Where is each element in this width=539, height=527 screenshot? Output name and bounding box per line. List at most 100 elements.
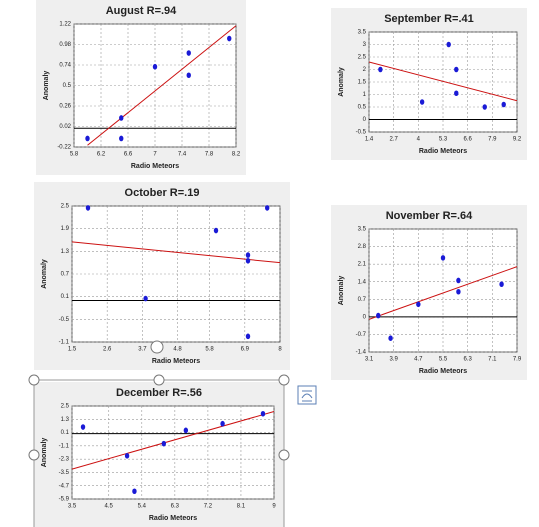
x-axis-label: Radio Meteors — [149, 515, 197, 522]
y-tick-label: 0.1 — [61, 294, 70, 300]
data-point — [245, 257, 251, 264]
data-point — [416, 301, 421, 308]
data-point — [143, 295, 148, 302]
y-tick-label: 2.5 — [61, 404, 70, 410]
data-point — [440, 255, 446, 261]
chart-title: November R=.64 — [386, 210, 473, 222]
resize-handle[interactable] — [278, 449, 290, 461]
chart: November R=.64 Radio Meteors Anomaly 3.1 3.9… — [331, 205, 527, 380]
x-tick-label: 8.1 — [237, 504, 246, 510]
x-tick-label: 7.9 — [513, 357, 522, 363]
resize-handle[interactable] — [153, 374, 165, 386]
y-tick-label: -0.22 — [57, 145, 71, 151]
y-tick-label: 0.74 — [59, 63, 71, 69]
x-axis-label: Radio Meteors — [419, 368, 467, 375]
y-tick-label: 1.3 — [61, 249, 70, 255]
y-tick-label: -0.5 — [59, 317, 70, 323]
y-tick-label: 2 — [363, 67, 367, 73]
data-point — [85, 205, 91, 211]
x-tick-label: 4.5 — [105, 504, 114, 510]
x-tick-label: 8.2 — [232, 152, 241, 158]
y-axis-label: Anomaly — [41, 438, 48, 468]
chart-title: August R=.94 — [106, 5, 177, 17]
rotate-handle[interactable] — [150, 340, 164, 354]
x-tick-label: 8 — [278, 347, 282, 353]
x-axis-label: Radio Meteors — [131, 163, 179, 170]
data-point — [119, 135, 124, 142]
y-tick-label: 2.5 — [358, 55, 367, 61]
y-tick-label: 2.5 — [61, 204, 70, 210]
x-tick-label: 9.2 — [513, 137, 522, 143]
data-point — [376, 312, 381, 319]
y-tick-label: 2.8 — [358, 244, 367, 250]
x-tick-label: 3.7 — [138, 347, 147, 353]
data-point — [260, 410, 266, 417]
data-point — [220, 420, 225, 427]
x-tick-label: 7.1 — [488, 357, 497, 363]
resize-handle[interactable] — [28, 449, 40, 461]
x-tick-label: 6.3 — [463, 357, 472, 363]
y-tick-label: -5.9 — [59, 497, 70, 503]
y-tick-label: 3.5 — [358, 227, 367, 233]
trend-line — [87, 25, 237, 146]
y-tick-label: 1 — [363, 92, 367, 98]
x-tick-label: 5.8 — [205, 347, 214, 353]
x-axis-label: Radio Meteors — [152, 358, 200, 365]
data-point — [245, 333, 251, 340]
chart: August R=.94 Radio Meteors Anomaly 5.8 6.2 6.… — [36, 0, 246, 175]
chart: December R=.56 Radio Meteors Anomaly 3.5 4.5… — [34, 382, 284, 527]
x-tick-label: 7.4 — [178, 152, 187, 158]
y-tick-label: 1.5 — [358, 80, 367, 86]
data-point — [161, 440, 167, 447]
y-tick-label: 3 — [363, 42, 367, 48]
chart-title: October R=.19 — [125, 187, 200, 199]
data-point — [186, 72, 191, 79]
chart: October R=.19 Radio Meteors Anomaly 1.5 2.6 3… — [34, 182, 290, 370]
data-point — [378, 66, 383, 73]
x-tick-label: 4.7 — [414, 357, 423, 363]
data-point — [265, 205, 270, 211]
chart-title: December R=.56 — [116, 387, 202, 399]
chart-title: September R=.41 — [384, 13, 474, 25]
x-tick-label: 6.6 — [463, 137, 472, 143]
layout-options-icon — [301, 390, 313, 402]
y-axis-label: Anomaly — [43, 71, 50, 101]
data-point — [388, 335, 393, 341]
x-tick-label: 3.5 — [68, 504, 77, 510]
y-tick-label: 0.02 — [59, 124, 71, 130]
x-tick-label: 7 — [153, 152, 157, 158]
y-tick-label: 2.1 — [358, 262, 367, 268]
data-point — [245, 252, 251, 258]
data-point — [456, 288, 461, 295]
x-axis-label: Radio Meteors — [419, 148, 467, 155]
x-tick-label: 7.9 — [488, 137, 497, 143]
trend-line — [71, 411, 275, 470]
data-point — [227, 35, 232, 42]
y-tick-label: 0.7 — [358, 297, 367, 303]
data-point — [501, 101, 506, 108]
x-tick-label: 1.4 — [365, 137, 374, 143]
data-point — [419, 99, 425, 105]
trend-line — [71, 241, 281, 264]
y-tick-label: 3.5 — [358, 30, 367, 36]
y-tick-label: -0.5 — [356, 130, 367, 136]
data-point — [152, 63, 158, 70]
data-point — [124, 453, 130, 459]
resize-handle[interactable] — [278, 374, 290, 386]
x-tick-label: 3.9 — [389, 357, 398, 363]
y-tick-label: -1.1 — [59, 340, 70, 346]
data-point — [499, 281, 504, 288]
x-tick-label: 2.6 — [103, 347, 112, 353]
resize-handle[interactable] — [28, 374, 40, 386]
x-tick-label: 5.8 — [70, 152, 79, 158]
x-tick-label: 7.2 — [204, 504, 213, 510]
y-axis-label: Anomaly — [338, 67, 345, 97]
x-tick-label: 5.5 — [439, 357, 448, 363]
data-point — [213, 227, 219, 234]
selection-frame — [28, 340, 317, 527]
data-point — [119, 115, 124, 121]
x-tick-label: 4.8 — [173, 347, 182, 353]
y-tick-label: 0.7 — [61, 272, 70, 278]
x-tick-label: 5.3 — [439, 137, 448, 143]
